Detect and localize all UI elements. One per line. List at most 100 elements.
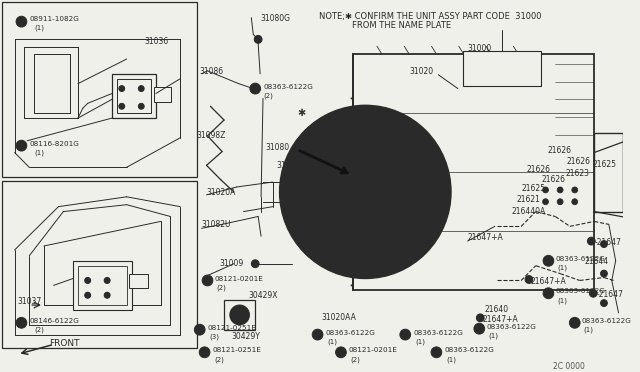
- Bar: [224, 300, 255, 330]
- Circle shape: [280, 105, 451, 279]
- Circle shape: [16, 16, 27, 27]
- Text: B: B: [19, 19, 24, 24]
- Text: B: B: [203, 350, 207, 355]
- Bar: [129, 273, 148, 288]
- Bar: [353, 54, 594, 290]
- Text: (1): (1): [327, 339, 337, 345]
- Text: (1): (1): [584, 327, 593, 333]
- Circle shape: [202, 275, 213, 286]
- Text: B: B: [19, 143, 24, 148]
- Bar: [463, 51, 541, 86]
- Text: (1): (1): [446, 356, 456, 363]
- Bar: [2, 2, 196, 177]
- Circle shape: [199, 347, 210, 358]
- Circle shape: [252, 260, 259, 268]
- Circle shape: [543, 187, 548, 193]
- Text: 21626: 21626: [526, 165, 550, 174]
- Text: 21623: 21623: [565, 169, 589, 178]
- Bar: [154, 87, 172, 102]
- Text: 31098Z: 31098Z: [196, 131, 226, 140]
- Text: B: B: [205, 278, 209, 283]
- Text: 08911-1082G: 08911-1082G: [29, 16, 79, 22]
- Circle shape: [588, 237, 595, 245]
- Text: S: S: [435, 350, 438, 355]
- Text: 31080: 31080: [265, 143, 289, 152]
- Text: (1): (1): [557, 265, 567, 271]
- Circle shape: [119, 103, 125, 109]
- Bar: [78, 266, 127, 305]
- Text: 08363-6122G: 08363-6122G: [556, 288, 605, 294]
- Circle shape: [400, 329, 411, 340]
- Text: (2): (2): [34, 327, 44, 333]
- Circle shape: [335, 347, 346, 358]
- Text: 21626: 21626: [567, 157, 591, 166]
- Text: -21647: -21647: [594, 238, 621, 247]
- Text: 08146-6122G: 08146-6122G: [29, 318, 79, 324]
- Text: S: S: [316, 332, 319, 337]
- Text: 31020A: 31020A: [207, 188, 236, 197]
- Text: FRONT: FRONT: [49, 339, 79, 347]
- Text: 31080G: 31080G: [260, 14, 290, 23]
- Circle shape: [230, 305, 250, 325]
- Circle shape: [195, 324, 205, 335]
- Text: ✱: ✱: [297, 108, 305, 118]
- Circle shape: [557, 187, 563, 193]
- Circle shape: [525, 276, 533, 283]
- Text: 21621: 21621: [516, 195, 540, 204]
- Text: 31009: 31009: [219, 259, 243, 268]
- Text: (1): (1): [557, 297, 567, 304]
- Circle shape: [570, 317, 580, 328]
- Text: (2): (2): [263, 93, 273, 99]
- Circle shape: [600, 300, 607, 307]
- Circle shape: [84, 278, 91, 283]
- Circle shape: [341, 167, 390, 217]
- Text: 31084: 31084: [276, 161, 301, 170]
- Circle shape: [600, 241, 607, 247]
- Text: (2): (2): [214, 356, 224, 363]
- Bar: [2, 181, 196, 348]
- Circle shape: [84, 292, 91, 298]
- Text: 21626: 21626: [541, 175, 566, 184]
- Circle shape: [254, 35, 262, 43]
- Text: 31037: 31037: [17, 297, 42, 306]
- Text: 08363-6122G: 08363-6122G: [413, 330, 463, 336]
- Circle shape: [572, 187, 578, 193]
- Text: B: B: [339, 350, 343, 355]
- Circle shape: [557, 199, 563, 205]
- Text: 2C 0000: 2C 0000: [554, 362, 585, 371]
- Text: 08121-0201E: 08121-0201E: [349, 347, 397, 353]
- Circle shape: [312, 138, 419, 246]
- Text: S: S: [573, 320, 577, 325]
- Text: 08121-0201E: 08121-0201E: [214, 276, 263, 282]
- Circle shape: [431, 347, 442, 358]
- Circle shape: [589, 289, 597, 297]
- Text: 21644: 21644: [584, 257, 609, 266]
- Circle shape: [138, 86, 144, 92]
- Text: (1): (1): [34, 25, 44, 31]
- Text: S: S: [253, 86, 257, 91]
- Text: 31020AA: 31020AA: [321, 313, 356, 322]
- Circle shape: [16, 140, 27, 151]
- Text: 08121-0251E: 08121-0251E: [207, 325, 257, 331]
- Circle shape: [104, 292, 110, 298]
- Text: (3): (3): [209, 334, 220, 340]
- Text: -21647: -21647: [596, 290, 623, 299]
- Text: 31036: 31036: [144, 38, 168, 46]
- Text: S: S: [404, 332, 407, 337]
- Text: 08363-6122G: 08363-6122G: [444, 347, 494, 353]
- Circle shape: [356, 182, 375, 202]
- Text: 30429X: 30429X: [248, 291, 278, 300]
- Text: 31000: 31000: [468, 44, 492, 53]
- Circle shape: [476, 314, 484, 322]
- Text: NOTE;✱ CONFIRM THE UNIT ASSY PART CODE  31000: NOTE;✱ CONFIRM THE UNIT ASSY PART CODE 3…: [319, 12, 541, 21]
- Bar: [73, 261, 131, 310]
- Circle shape: [543, 199, 548, 205]
- Text: 31086: 31086: [200, 67, 224, 76]
- Text: 21625: 21625: [592, 160, 616, 169]
- Text: 21640: 21640: [484, 305, 508, 314]
- Text: 21625: 21625: [521, 184, 545, 193]
- Text: 31020: 31020: [409, 67, 433, 76]
- Text: 216440A: 216440A: [511, 207, 546, 216]
- Circle shape: [119, 86, 125, 92]
- Circle shape: [474, 323, 484, 334]
